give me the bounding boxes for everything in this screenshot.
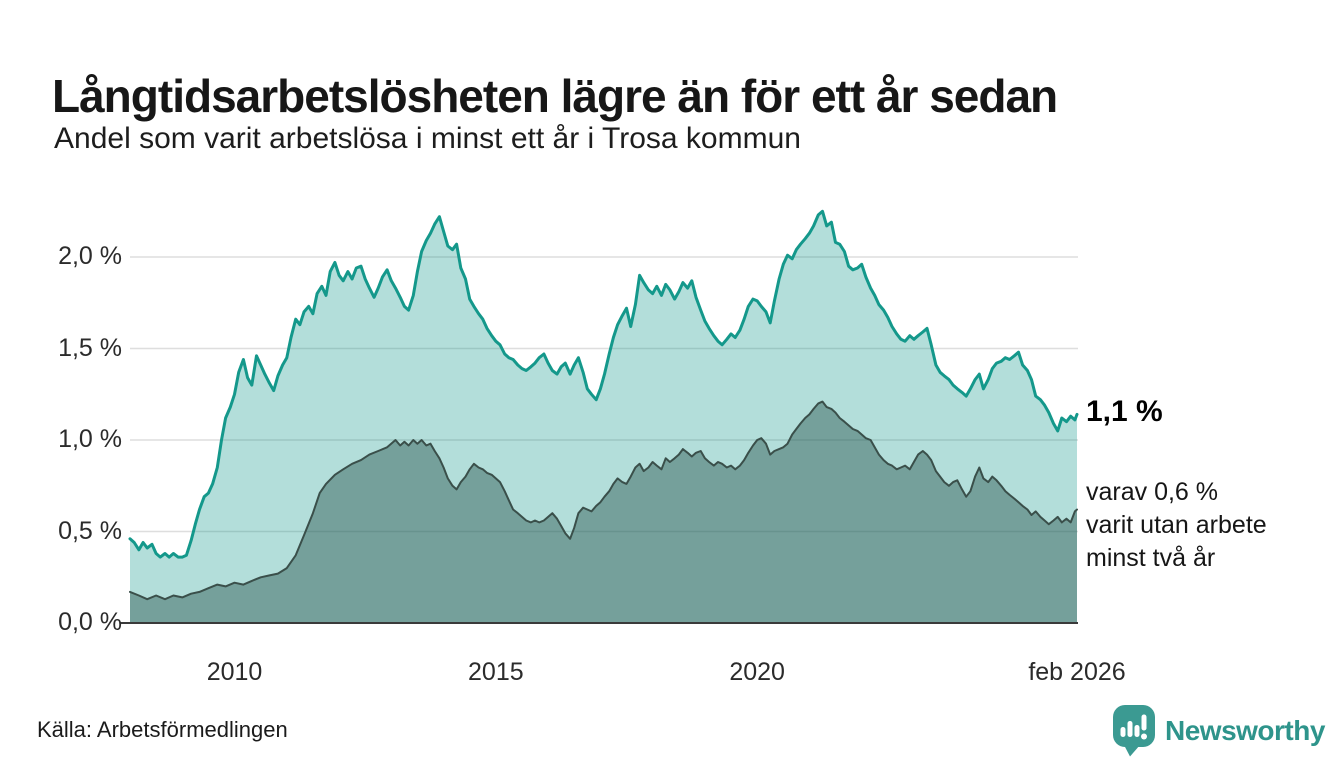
y-axis-tick-label: 0,0 % xyxy=(58,608,122,636)
y-axis-tick-label: 1,0 % xyxy=(58,425,122,453)
source-caption: Källa: Arbetsförmedlingen xyxy=(37,717,288,742)
series-end-note-two-year: varav 0,6 % varit utan arbete minst två … xyxy=(1086,476,1267,575)
x-axis-tick-label: 2020 xyxy=(729,658,785,686)
y-axis-tick-label: 1,5 % xyxy=(58,333,122,362)
end-note-line: varit utan arbete xyxy=(1086,511,1267,539)
end-note-line: varav 0,6 % xyxy=(1086,478,1219,506)
page-title: Långtidsarbetslösheten lägre än för ett … xyxy=(52,69,1058,122)
x-axis-tick-label: 2015 xyxy=(468,658,524,686)
newsworthy-bubble-barchart-icon xyxy=(1113,705,1155,757)
newsworthy-logo: Newsworthy xyxy=(1112,704,1325,757)
y-axis-tick-label: 2,0 % xyxy=(58,242,122,270)
series-area-one-year xyxy=(130,211,1077,624)
series-end-label-one-year: 1,1 % xyxy=(1086,395,1163,428)
y-axis-tick-label: 0,5 % xyxy=(58,516,122,545)
end-note-line: minst två år xyxy=(1086,544,1216,572)
x-axis-tick-label: feb 2026 xyxy=(1028,658,1126,686)
x-axis-tick-label: 2010 xyxy=(206,658,263,686)
series-line-two-year xyxy=(129,400,1078,601)
series-line-one-year xyxy=(128,209,1079,559)
page-subtitle: Andel som varit arbetslösa i minst ett å… xyxy=(54,122,801,155)
newsworthy-wordmark: Newsworthy xyxy=(1165,714,1325,746)
